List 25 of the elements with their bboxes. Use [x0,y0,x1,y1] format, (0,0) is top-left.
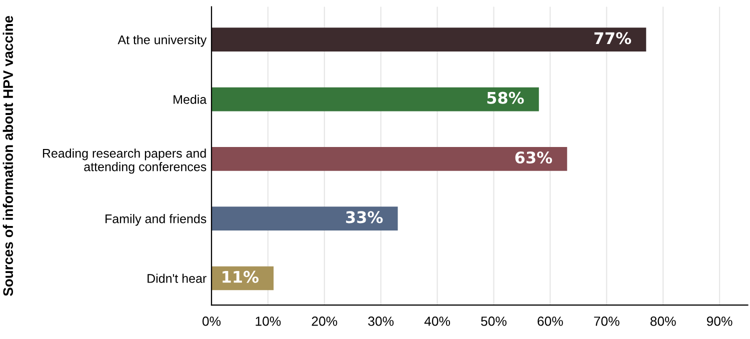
data-label: 77% [594,32,632,44]
data-label: 11% [222,270,259,283]
x-tick-label: 0% [202,316,221,326]
x-tick-label: 90% [706,316,732,326]
x-tick-label: 20% [312,316,338,326]
x-tick-label: 30% [368,316,394,326]
x-tick-label: 80% [650,316,676,326]
bar [212,206,398,231]
y-tick-label: Didn't hear [148,274,206,283]
bar [212,87,539,112]
data-label: 33% [346,211,383,224]
y-tick-label: Reading research papers and attending conferences [42,148,206,174]
bar [212,28,646,52]
y-tick-label: Media [174,94,207,104]
x-tick-label: 60% [538,316,563,326]
data-label: 58% [487,92,524,104]
x-tick-label: 50% [481,316,506,326]
x-tick-label: 70% [594,316,620,326]
y-tick-label: At the university [118,35,207,47]
y-tick-label: Family and friends [106,214,206,226]
y-axis-title: Sources of information about HPV vaccine [2,16,14,296]
x-tick-label: 40% [424,316,450,326]
x-tick-label: 10% [256,316,281,326]
data-label: 63% [515,151,552,164]
bar [212,146,568,171]
